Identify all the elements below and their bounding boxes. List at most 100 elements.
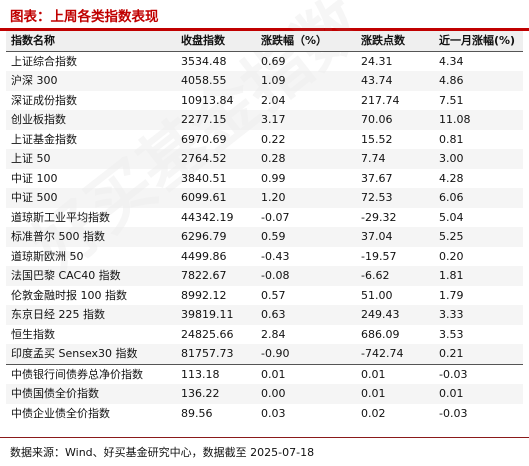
change-pct-cell: 2.84 <box>261 327 286 341</box>
source-divider <box>0 437 529 438</box>
change-points-cell: 72.53 <box>356 188 434 208</box>
table-row: 中债企业债全价指数 89.56 0.03 0.02 -0.03 <box>6 404 523 424</box>
index-name-cell: 伦敦金融时报 100 指数 <box>11 288 127 302</box>
month-change-cell: 4.34 <box>439 54 464 68</box>
index-name-cell: 道琼斯工业平均指数 <box>11 210 110 224</box>
change-pct-cell: 0.00 <box>256 384 356 404</box>
change-points-cell: -29.32 <box>361 210 397 224</box>
index-name-cell: 上证综合指数 <box>11 54 77 68</box>
change-pct-cell: 0.22 <box>261 132 286 146</box>
change-pct-cell: -0.08 <box>256 266 356 286</box>
index-name-cell: 中债企业债全价指数 <box>11 406 110 420</box>
close-value-cell: 89.56 <box>181 406 213 420</box>
change-points-cell: 249.43 <box>356 305 434 325</box>
change-points-cell: 24.31 <box>361 54 393 68</box>
close-value-cell: 24825.66 <box>181 327 234 341</box>
table-row: 东京日经 225 指数 39819.11 0.63 249.43 3.33 <box>6 305 523 325</box>
table-row: 沪深 300 4058.55 1.09 43.74 4.86 <box>6 71 523 91</box>
change-points-cell: 37.04 <box>356 227 434 247</box>
change-pct-cell: 0.59 <box>256 227 356 247</box>
change-pct-cell: 2.04 <box>261 93 286 107</box>
change-pct-cell: 0.03 <box>261 406 286 420</box>
month-change-cell: 0.20 <box>439 249 464 263</box>
close-value-cell: 113.18 <box>176 363 256 384</box>
table-row: 创业板指数 2277.15 3.17 70.06 11.08 <box>6 110 523 130</box>
month-change-cell: 4.28 <box>439 171 464 185</box>
close-value-cell: 6970.69 <box>181 132 227 146</box>
table-row: 上证基金指数 6970.69 0.22 15.52 0.81 <box>6 130 523 150</box>
month-change-cell: 7.51 <box>439 93 464 107</box>
change-points-cell: -6.62 <box>356 266 434 286</box>
month-change-cell: 11.08 <box>434 110 523 130</box>
table-row: 道琼斯欧洲 50 4499.86 -0.43 -19.57 0.20 <box>6 247 523 267</box>
month-change-cell: 0.81 <box>439 132 464 146</box>
month-change-cell: 3.00 <box>434 149 523 169</box>
month-change-cell: 3.33 <box>434 305 523 325</box>
index-name-cell: 中证 500 <box>6 188 176 208</box>
change-pct-cell: -0.43 <box>261 249 290 263</box>
col-header-index-name: 指数名称 <box>6 31 176 52</box>
change-points-cell: 37.67 <box>361 171 393 185</box>
change-pct-cell: 0.57 <box>261 288 286 302</box>
change-pct-cell: 1.09 <box>256 71 356 91</box>
table-row: 恒生指数 24825.66 2.84 686.09 3.53 <box>6 325 523 345</box>
close-value-cell: 4058.55 <box>176 71 256 91</box>
table-row: 印度孟买 Sensex30 指数 81757.73 -0.90 -742.74 0.21 <box>6 344 523 364</box>
month-change-cell: -0.03 <box>434 363 523 384</box>
change-points-cell: 70.06 <box>356 110 434 130</box>
month-change-cell: 4.86 <box>434 71 523 91</box>
index-name-cell: 标准普尔 500 指数 <box>6 227 176 247</box>
index-name-cell: 上证基金指数 <box>11 132 77 146</box>
close-value-cell: 3534.48 <box>181 54 227 68</box>
change-points-cell: 0.01 <box>356 363 434 384</box>
close-value-cell: 6099.61 <box>176 188 256 208</box>
close-value-cell: 8992.12 <box>181 288 227 302</box>
table-row: 上证 50 2764.52 0.28 7.74 3.00 <box>6 149 523 169</box>
close-value-cell: 136.22 <box>176 384 256 404</box>
table-row: 标准普尔 500 指数 6296.79 0.59 37.04 5.25 <box>6 227 523 247</box>
change-pct-cell: 0.69 <box>261 54 286 68</box>
close-value-cell: 10913.84 <box>181 93 234 107</box>
table-row: 中债银行间债券总净价指数 113.18 0.01 0.01 -0.03 <box>6 363 523 384</box>
index-name-cell: 法国巴黎 CAC40 指数 <box>6 266 176 286</box>
source-note: 数据来源：Wind、好买基金研究中心，数据截至 2025-07-18 <box>10 446 315 459</box>
index-name-cell: 道琼斯欧洲 50 <box>11 249 84 263</box>
index-name-cell: 恒生指数 <box>11 327 55 341</box>
table-row: 深证成份指数 10913.84 2.04 217.74 7.51 <box>6 91 523 111</box>
change-pct-cell: 0.99 <box>261 171 286 185</box>
month-change-cell: 5.25 <box>434 227 523 247</box>
change-pct-cell: 0.01 <box>256 363 356 384</box>
month-change-cell: 1.79 <box>439 288 464 302</box>
close-value-cell: 2277.15 <box>176 110 256 130</box>
month-change-cell: 0.01 <box>434 384 523 404</box>
col-header-change-points: 涨跌点数 <box>356 31 434 52</box>
change-pct-cell: 3.17 <box>256 110 356 130</box>
table-row: 中债国债全价指数 136.22 0.00 0.01 0.01 <box>6 384 523 404</box>
table-body: 上证综合指数 3534.48 0.69 24.31 4.34 沪深 300 4058.55 1… <box>6 51 523 423</box>
index-name-cell: 深证成份指数 <box>11 93 77 107</box>
change-points-cell: 7.74 <box>356 149 434 169</box>
close-value-cell: 2764.52 <box>176 149 256 169</box>
close-value-cell: 3840.51 <box>181 171 227 185</box>
change-points-cell: 51.00 <box>361 288 393 302</box>
index-name-cell: 东京日经 225 指数 <box>6 305 176 325</box>
col-header-month-change: 近一月涨幅(%) <box>434 31 523 52</box>
change-points-cell: 217.74 <box>361 93 400 107</box>
change-points-cell: 0.01 <box>356 384 434 404</box>
close-value-cell: 39819.11 <box>176 305 256 325</box>
col-header-change-pct: 涨跌幅（%） <box>256 31 356 52</box>
change-points-cell: -742.74 <box>356 344 434 364</box>
close-value-cell: 7822.67 <box>176 266 256 286</box>
table-row: 中证 500 6099.61 1.20 72.53 6.06 <box>6 188 523 208</box>
index-name-cell: 上证 50 <box>6 149 176 169</box>
change-pct-cell: 0.28 <box>256 149 356 169</box>
index-name-cell: 中债国债全价指数 <box>6 384 176 404</box>
index-performance-table: 指数名称 收盘指数 涨跌幅（%） 涨跌点数 近一月涨幅(%) 上证综合指数 353… <box>6 31 523 423</box>
index-name-cell: 沪深 300 <box>6 71 176 91</box>
table-row: 中证 100 3840.51 0.99 37.67 4.28 <box>6 169 523 189</box>
change-points-cell: -19.57 <box>361 249 397 263</box>
close-value-cell: 81757.73 <box>176 344 256 364</box>
change-points-cell: 15.52 <box>361 132 393 146</box>
change-pct-cell: 1.20 <box>256 188 356 208</box>
close-value-cell: 6296.79 <box>176 227 256 247</box>
